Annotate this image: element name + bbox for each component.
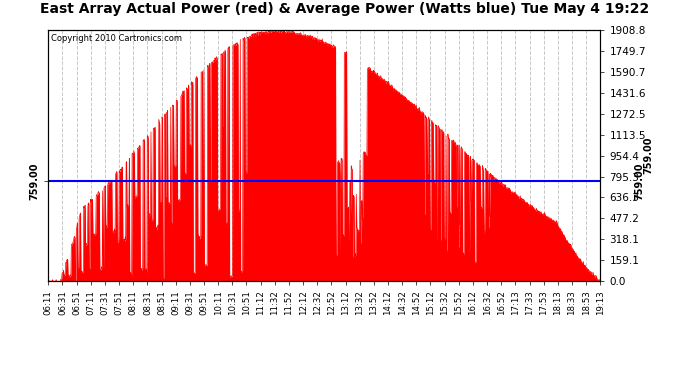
Text: 759.00: 759.00	[634, 163, 644, 200]
Text: Copyright 2010 Cartronics.com: Copyright 2010 Cartronics.com	[51, 34, 182, 43]
Text: East Array Actual Power (red) & Average Power (Watts blue) Tue May 4 19:22: East Array Actual Power (red) & Average …	[41, 2, 649, 16]
Y-axis label: 759.00: 759.00	[644, 137, 653, 174]
